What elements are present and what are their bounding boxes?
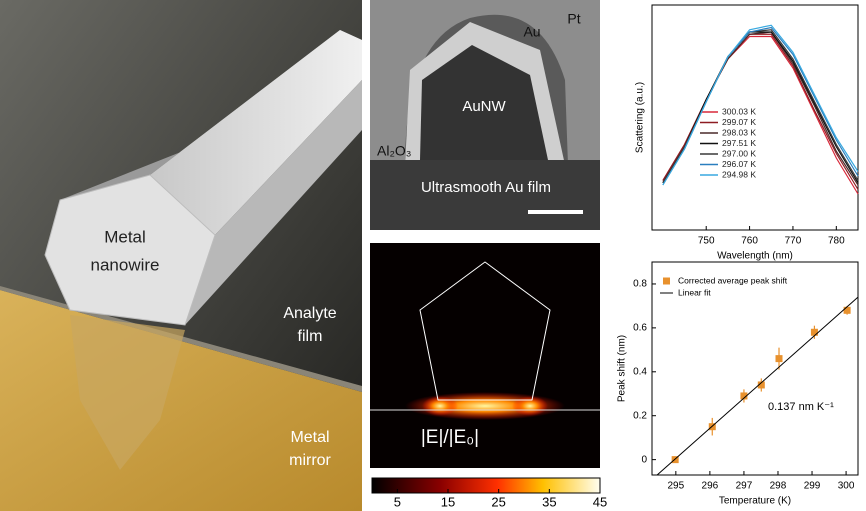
core xyxy=(420,45,548,160)
legend-label: 297.00 K xyxy=(722,148,756,158)
point xyxy=(775,355,783,363)
label: film xyxy=(298,328,323,345)
x-tick-label: 770 xyxy=(785,236,802,247)
legend-label: 294.98 K xyxy=(722,169,756,179)
label: mirror xyxy=(289,452,331,469)
point xyxy=(740,392,748,400)
colorbar-tick-label: 25 xyxy=(491,494,505,509)
colorbar-tick-label: 15 xyxy=(441,494,455,509)
legend-swatch xyxy=(663,277,670,285)
hotspot xyxy=(512,396,548,416)
wire-side xyxy=(185,80,362,325)
label: Al₂O₃ xyxy=(377,143,411,159)
label: Analyte xyxy=(283,305,336,322)
y-tick-label: 0.6 xyxy=(633,323,647,334)
x-tick-label: 297 xyxy=(736,481,753,492)
colorbar xyxy=(371,477,601,494)
y-tick-label: 0.4 xyxy=(633,366,647,377)
colorbar-tick-label: 45 xyxy=(593,494,607,509)
colorbar-tick-label: 35 xyxy=(542,494,556,509)
point xyxy=(757,381,765,389)
x-tick-label: 300 xyxy=(838,481,855,492)
label: Metal xyxy=(104,227,146,246)
label: Pt xyxy=(567,11,580,27)
y-tick-label: 0.8 xyxy=(633,279,647,290)
x-tick-label: 760 xyxy=(741,236,758,247)
legend-label: 300.03 K xyxy=(722,106,756,116)
hotspot xyxy=(422,396,458,416)
x-tick-label: 298 xyxy=(770,481,787,492)
legend-label: 297.51 K xyxy=(722,138,756,148)
legend-label: Linear fit xyxy=(678,287,711,297)
plot-frame xyxy=(651,4,859,231)
annotation: 0.137 nm K⁻¹ xyxy=(768,401,834,413)
legend-label: Corrected average peak shift xyxy=(678,275,788,285)
y-axis-label: Scattering (a.u.) xyxy=(635,82,646,153)
x-axis-label: Wavelength (nm) xyxy=(717,251,793,262)
y-tick-label: 0.2 xyxy=(633,410,647,421)
y-tick-label: 0 xyxy=(641,454,647,465)
legend-label: 299.07 K xyxy=(722,117,756,127)
substrate xyxy=(370,160,600,230)
x-tick-label: 295 xyxy=(667,481,684,492)
field-map: |E|/|E₀| xyxy=(370,243,601,494)
y-axis-label: Peak shift (nm) xyxy=(617,335,628,402)
x-tick-label: 296 xyxy=(702,481,719,492)
label: Ultrasmooth Au film xyxy=(421,179,551,196)
series-line xyxy=(662,24,859,186)
label: AuNW xyxy=(462,98,506,115)
tem-image: Au Pt AuNW Al₂O₃ Ultrasmooth Au film xyxy=(370,0,600,230)
outline xyxy=(419,261,551,401)
wire-side xyxy=(150,30,362,235)
label: Au xyxy=(523,24,540,40)
plot-frame xyxy=(651,261,859,476)
legend-label: 296.07 K xyxy=(722,159,756,169)
label: Metal xyxy=(290,429,329,446)
x-tick-label: 299 xyxy=(804,481,821,492)
colorbar-tick-label: 5 xyxy=(394,494,401,509)
label: nanowire xyxy=(91,255,160,274)
legend-label: 298.03 K xyxy=(722,127,756,137)
label: |E|/|E₀| xyxy=(421,427,479,448)
schematic: Metal nanowire Analyte film Metal mirror xyxy=(0,0,362,511)
point xyxy=(843,306,851,314)
wire-end xyxy=(44,174,216,326)
background xyxy=(370,243,600,468)
reflection xyxy=(70,315,185,470)
fit-line xyxy=(656,296,859,476)
x-tick-label: 780 xyxy=(828,236,845,247)
x-tick-label: 750 xyxy=(698,236,715,247)
point xyxy=(810,328,818,336)
x-axis-label: Temperature (K) xyxy=(719,496,791,507)
